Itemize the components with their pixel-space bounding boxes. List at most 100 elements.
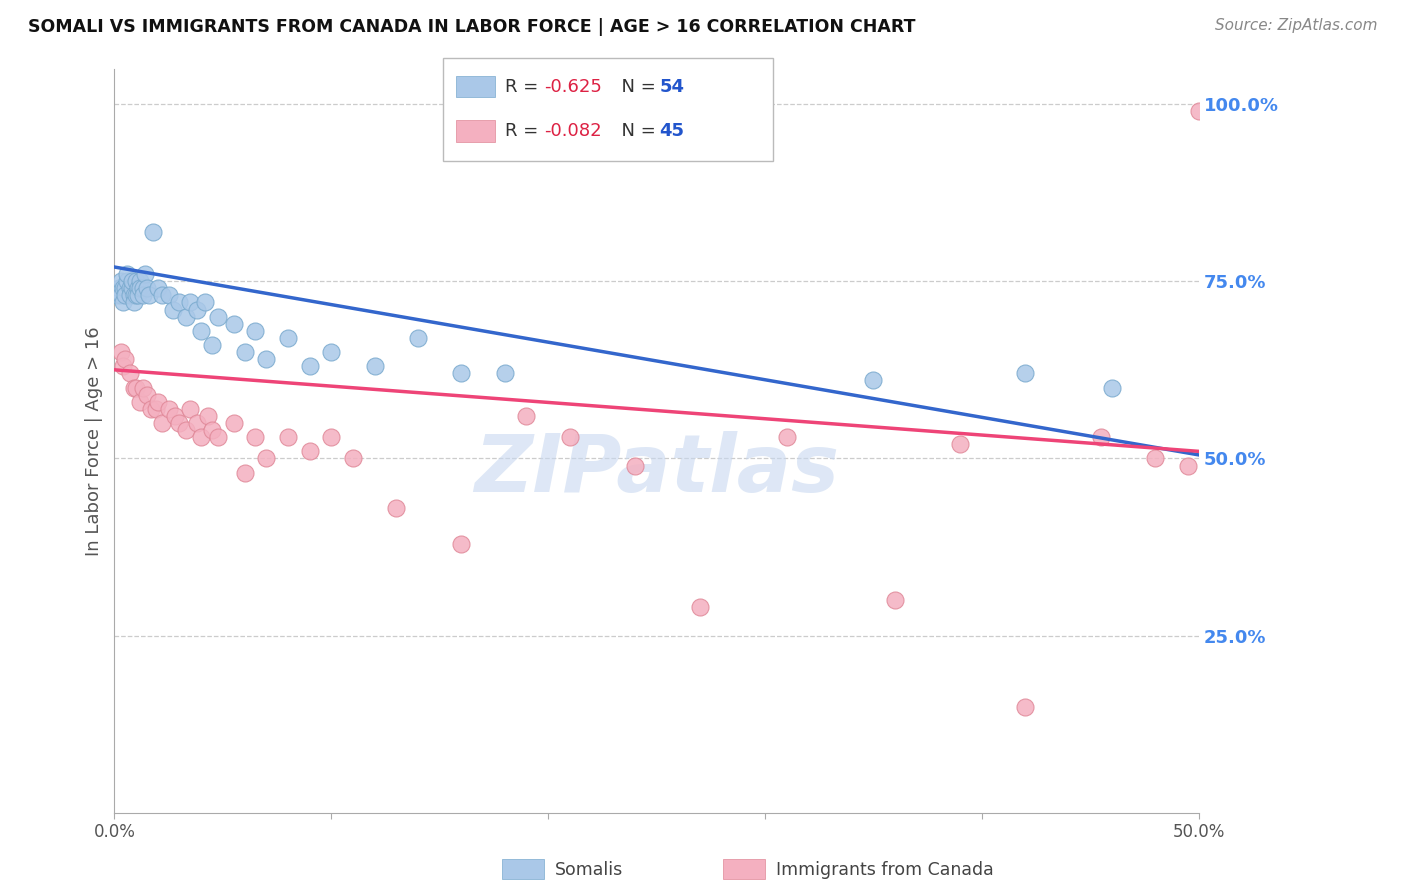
Point [118,288,141,302]
Point [157,288,180,302]
Point [494,367,516,381]
Point [112,359,135,374]
Point [131,281,153,295]
Point [1144,451,1167,466]
Text: 54: 54 [659,78,685,95]
Point [222,416,245,430]
Point [884,593,907,607]
Point [122,288,145,302]
Point [125,288,148,302]
Point [245,430,267,444]
Point [194,295,217,310]
Text: 45: 45 [659,122,685,140]
Text: R =: R = [505,122,544,140]
Point [321,345,343,359]
Point [134,267,156,281]
Point [131,288,153,302]
Point [136,387,159,401]
Point [127,288,149,302]
Point [107,281,129,295]
Point [112,281,135,295]
Point [1188,104,1211,119]
Point [114,288,136,302]
Text: Somalis: Somalis [555,861,624,879]
Point [321,430,343,444]
Point [129,394,152,409]
Point [207,310,229,324]
Point [558,430,581,444]
Point [105,288,128,302]
Point [298,359,321,374]
Point [145,401,167,416]
Point [129,274,152,288]
Y-axis label: In Labor Force | Age > 16: In Labor Force | Age > 16 [86,326,103,556]
Text: -0.625: -0.625 [544,78,602,95]
Point [1014,699,1036,714]
Point [186,416,208,430]
Point [1090,430,1112,444]
Point [157,401,180,416]
Point [150,416,173,430]
Text: Immigrants from Canada: Immigrants from Canada [776,861,994,879]
Point [110,345,132,359]
Point [222,317,245,331]
Point [121,281,143,295]
Point [298,444,321,458]
Point [174,310,197,324]
Point [186,302,208,317]
Text: N =: N = [610,78,662,95]
Point [118,367,141,381]
Point [121,274,143,288]
Point [169,295,191,310]
Point [689,600,711,615]
Point [949,437,972,451]
Point [245,324,267,338]
Point [142,225,165,239]
Text: SOMALI VS IMMIGRANTS FROM CANADA IN LABOR FORCE | AGE > 16 CORRELATION CHART: SOMALI VS IMMIGRANTS FROM CANADA IN LABO… [28,18,915,36]
Point [127,281,149,295]
Point [201,338,224,352]
Point [1101,380,1123,394]
Point [190,430,212,444]
Point [190,324,212,338]
Point [775,430,797,444]
Point [141,401,163,416]
Point [277,331,299,345]
Point [207,430,229,444]
Point [342,451,364,466]
Point [114,352,136,367]
Point [110,288,132,302]
Point [201,423,224,437]
Point [1014,367,1036,381]
Point [146,281,169,295]
Point [277,430,299,444]
Point [125,380,148,394]
Point [1177,458,1199,473]
Text: N =: N = [610,122,662,140]
Point [114,281,136,295]
Point [138,288,160,302]
Point [169,416,191,430]
Point [450,536,472,550]
Point [117,274,139,288]
Point [131,380,153,394]
Point [862,374,884,388]
Point [112,295,135,310]
Text: -0.082: -0.082 [544,122,602,140]
Point [233,466,256,480]
Point [624,458,647,473]
Point [146,394,169,409]
Point [179,401,201,416]
Text: R =: R = [505,78,544,95]
Point [385,501,408,516]
Point [515,409,537,423]
Point [165,409,187,423]
Point [162,302,184,317]
Point [363,359,385,374]
Point [125,274,148,288]
Point [197,409,219,423]
Point [150,288,173,302]
Text: ZIPatlas: ZIPatlas [474,432,839,509]
Point [136,281,159,295]
Text: Source: ZipAtlas.com: Source: ZipAtlas.com [1215,18,1378,33]
